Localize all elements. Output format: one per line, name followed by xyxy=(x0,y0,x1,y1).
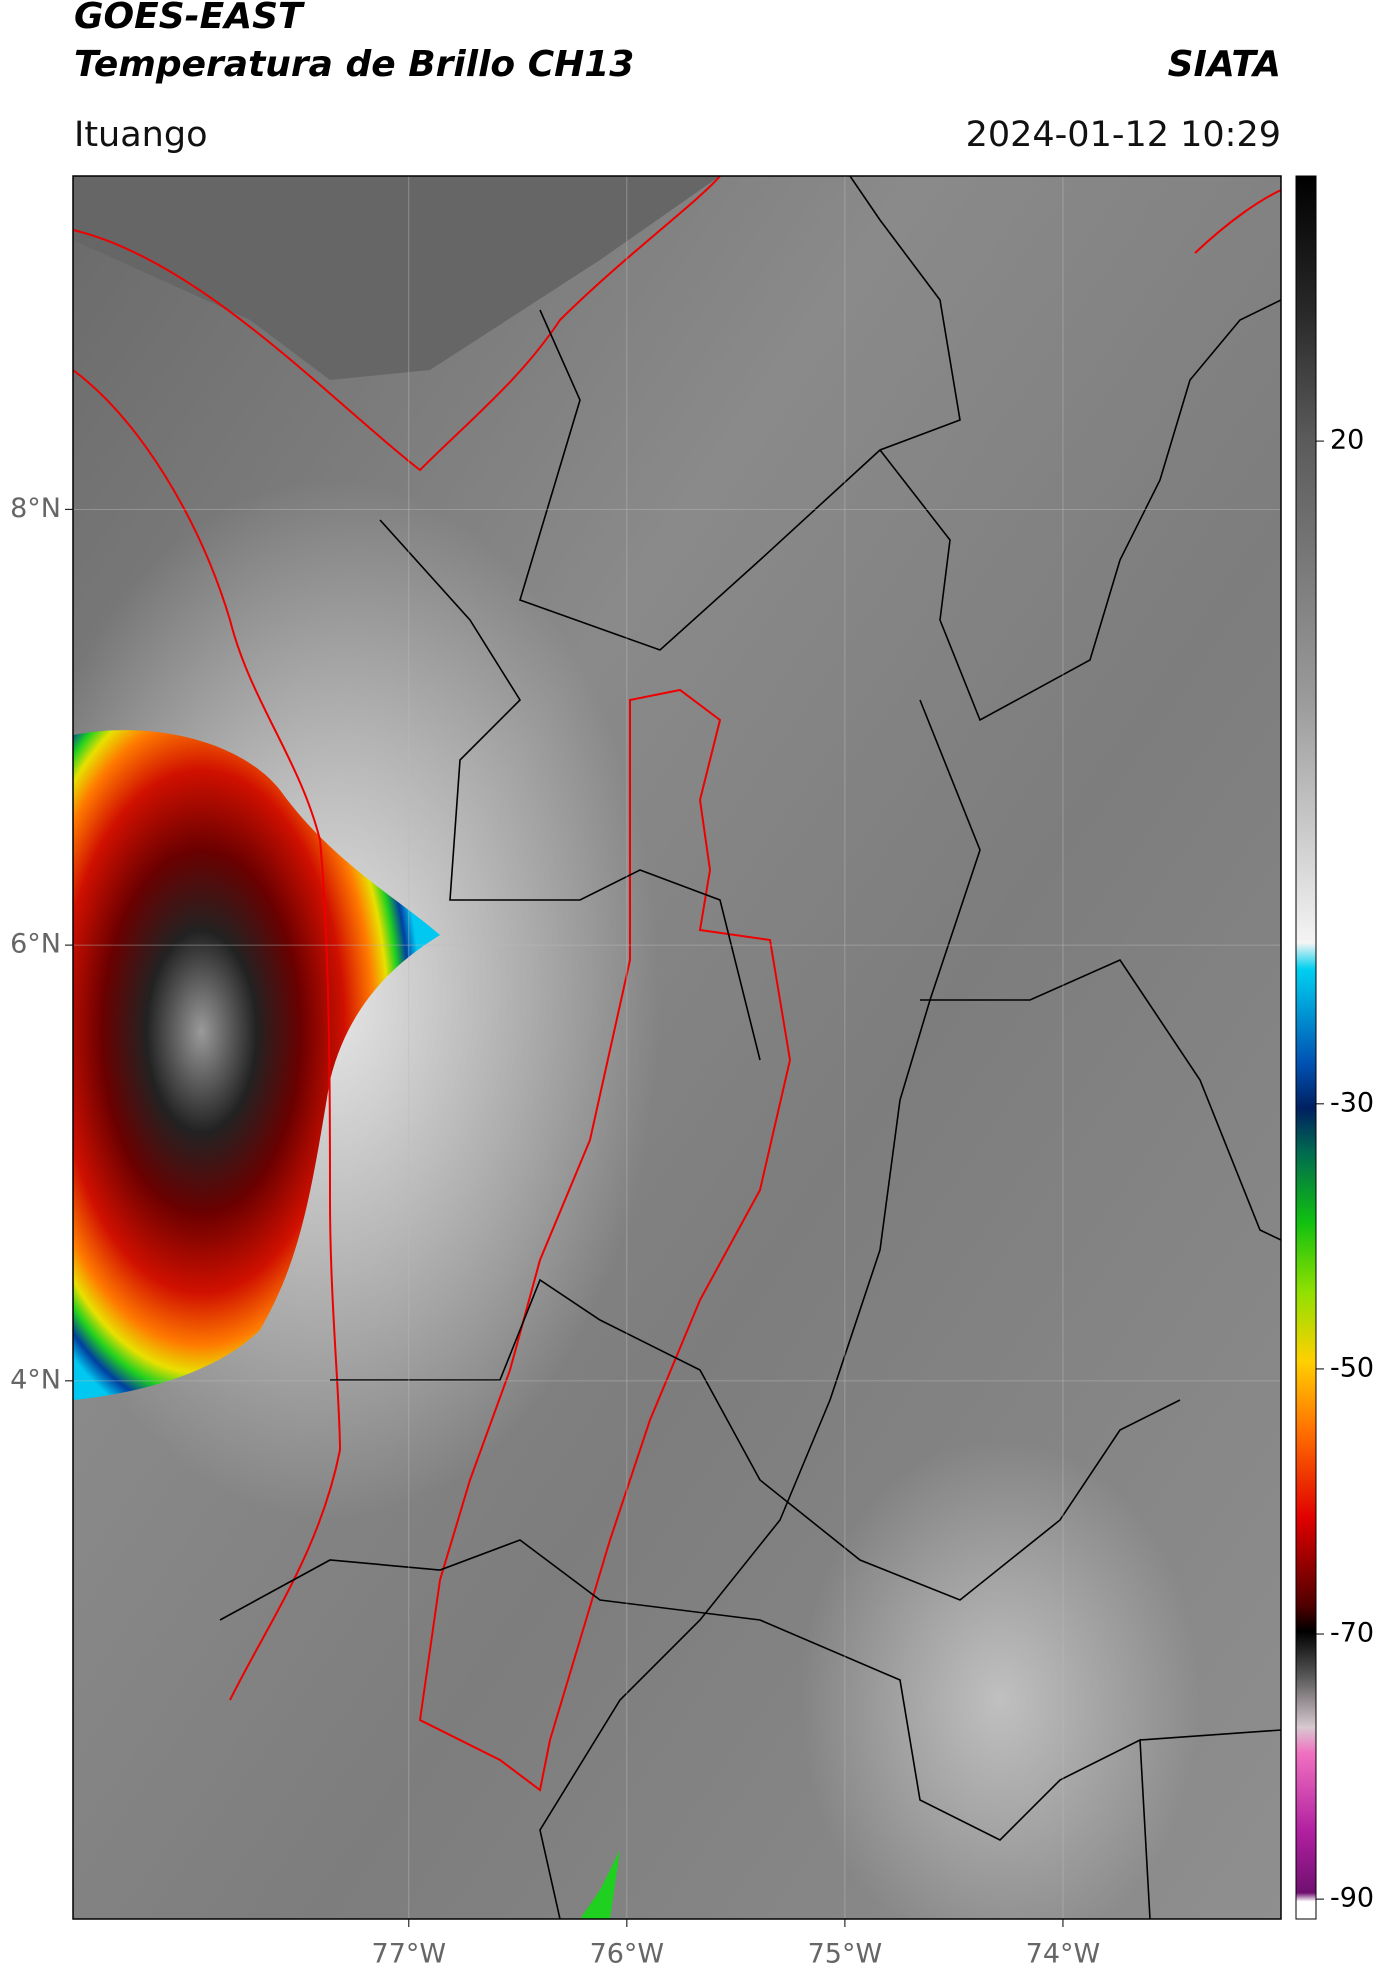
location: Ituango xyxy=(74,115,208,155)
x-tick-label: 76°W xyxy=(590,1939,665,1970)
colorbar xyxy=(1295,175,1317,1920)
title: GOES-EAST xyxy=(74,0,305,37)
x-tick-label: 74°W xyxy=(1026,1939,1101,1970)
colorbar-tick-label: -90 xyxy=(1330,1883,1374,1914)
graticule xyxy=(73,176,1281,1919)
x-tick-label: 77°W xyxy=(372,1939,447,1970)
y-tick-label: 8°N xyxy=(10,493,61,524)
colorbar-tick-label: -30 xyxy=(1330,1087,1374,1118)
colorbar-tick-label: -70 xyxy=(1330,1618,1374,1649)
satellite-image xyxy=(73,176,1281,1919)
colorbar-tick-label: -50 xyxy=(1330,1352,1374,1383)
colorbar-tick-label: 20 xyxy=(1330,425,1364,456)
y-tick-label: 6°N xyxy=(10,929,61,960)
datetime: 2024-01-12 10:29 xyxy=(966,115,1281,155)
x-tick-label: 75°W xyxy=(808,1939,883,1970)
y-tick-label: 4°N xyxy=(10,1364,61,1395)
subtitle: Temperatura de Brillo CH13 xyxy=(74,44,634,85)
map-frame xyxy=(72,175,1282,1920)
org: SIATA xyxy=(1168,44,1281,85)
